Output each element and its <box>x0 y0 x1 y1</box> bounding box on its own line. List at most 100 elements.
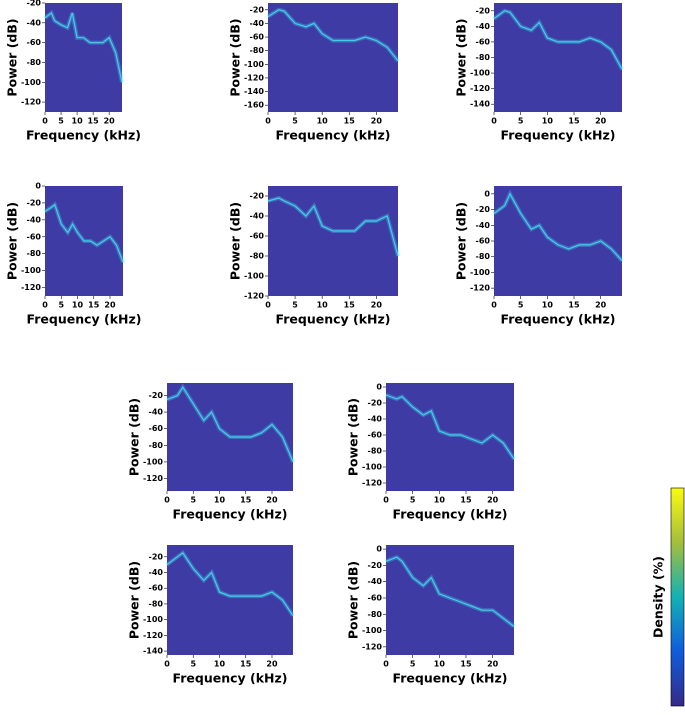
y-tick-label: -100 <box>470 268 490 277</box>
colorbar <box>670 487 685 707</box>
y-tick-label: -80 <box>250 252 265 261</box>
x-tick-label: 10 <box>72 117 84 126</box>
y-tick-label: -120 <box>143 474 163 483</box>
y-tick-label: -60 <box>476 237 491 246</box>
x-tick-label: 10 <box>214 660 226 669</box>
x-tick-label: 20 <box>104 117 116 126</box>
x-tick-label: 10 <box>317 301 329 310</box>
x-axis-label: Frequency (kHz) <box>26 128 141 143</box>
y-tick-label: -80 <box>149 441 164 450</box>
y-tick-label: -120 <box>21 283 41 292</box>
y-tick-label: -60 <box>27 38 42 47</box>
y-tick-label: -40 <box>149 568 164 577</box>
x-axis-label: Frequency (kHz) <box>276 312 391 327</box>
x-tick-label: 0 <box>383 660 389 669</box>
x-tick-label: 5 <box>190 660 196 669</box>
x-tick-label: 20 <box>595 117 607 126</box>
y-tick-label: -20 <box>149 552 164 561</box>
y-tick-label: -20 <box>27 198 42 207</box>
x-tick-label: 10 <box>214 496 226 505</box>
y-tick-label: -120 <box>470 84 490 93</box>
y-tick-label: -40 <box>27 18 42 27</box>
y-tick-label: -60 <box>149 424 164 433</box>
x-tick-label: 20 <box>371 117 383 126</box>
y-tick-label: -120 <box>362 479 382 488</box>
y-tick-label: -20 <box>27 0 42 8</box>
y-tick-label: -20 <box>368 399 383 408</box>
y-tick-label: -40 <box>368 415 383 424</box>
y-tick-label: -80 <box>27 58 42 67</box>
x-tick-label: 0 <box>265 301 271 310</box>
y-tick-label: -60 <box>149 584 164 593</box>
spectrum-line <box>493 10 623 70</box>
y-tick-label: -100 <box>362 626 382 635</box>
x-tick-label: 0 <box>164 496 170 505</box>
x-tick-label: 15 <box>344 117 356 126</box>
x-tick-label: 20 <box>371 301 383 310</box>
y-tick-label: -40 <box>250 212 265 221</box>
y-tick-label: 0 <box>376 383 382 392</box>
y-tick-label: -100 <box>470 69 490 78</box>
spectrum-line <box>44 11 123 83</box>
y-tick-label: -100 <box>21 78 41 87</box>
x-tick-label: 0 <box>491 117 497 126</box>
x-tick-label: 10 <box>434 496 446 505</box>
x-axis-label: Frequency (kHz) <box>27 312 142 327</box>
y-tick-label: -100 <box>244 272 264 281</box>
y-tick-label: -60 <box>27 232 42 241</box>
x-tick-label: 5 <box>410 496 416 505</box>
plot-area <box>268 3 398 112</box>
x-tick-label: 20 <box>487 496 499 505</box>
x-tick-label: 10 <box>317 117 329 126</box>
y-tick-label: -120 <box>244 292 264 301</box>
plot-area <box>268 186 398 296</box>
spectrum-line <box>44 203 124 263</box>
y-tick-label: -80 <box>368 610 383 619</box>
y-tick-label: -20 <box>368 561 383 570</box>
y-tick-label: -20 <box>476 205 491 214</box>
y-tick-label: -60 <box>250 232 265 241</box>
y-axis-label: Power (dB) <box>127 398 142 476</box>
y-tick-label: -140 <box>244 87 264 96</box>
spectrum-line <box>493 192 623 262</box>
x-tick-label: 0 <box>265 117 271 126</box>
x-tick-label: 20 <box>595 301 607 310</box>
x-axis-label: Frequency (kHz) <box>393 507 508 522</box>
y-tick-label: -80 <box>476 53 491 62</box>
y-axis-label: Power (dB) <box>454 18 469 96</box>
y-tick-label: -40 <box>27 215 42 224</box>
y-tick-label: -40 <box>149 408 164 417</box>
y-tick-label: -80 <box>250 46 265 55</box>
y-tick-label: -20 <box>149 391 164 400</box>
y-axis-label: Power (dB) <box>5 202 20 280</box>
y-tick-label: 0 <box>35 182 41 191</box>
spectrum-line <box>267 197 399 257</box>
y-tick-label: -60 <box>368 431 383 440</box>
x-axis-label: Frequency (kHz) <box>173 507 288 522</box>
y-tick-label: -100 <box>143 457 163 466</box>
x-axis-label: Frequency (kHz) <box>276 128 391 143</box>
y-tick-label: -100 <box>21 266 41 275</box>
x-axis-label: Frequency (kHz) <box>501 312 616 327</box>
x-tick-label: 20 <box>487 660 499 669</box>
x-tick-label: 0 <box>383 496 389 505</box>
y-tick-label: -120 <box>362 642 382 651</box>
spectrum-line <box>267 9 399 62</box>
x-axis-label: Frequency (kHz) <box>501 128 616 143</box>
x-axis-label: Frequency (kHz) <box>173 671 288 686</box>
x-tick-label: 15 <box>240 496 252 505</box>
y-tick-label: -120 <box>21 98 41 107</box>
x-tick-label: 5 <box>58 301 64 310</box>
x-tick-label: 15 <box>568 117 580 126</box>
x-tick-label: 15 <box>460 660 472 669</box>
y-tick-label: -40 <box>250 19 265 28</box>
y-tick-label: -20 <box>476 6 491 15</box>
x-tick-label: 10 <box>72 301 84 310</box>
x-tick-label: 0 <box>42 117 48 126</box>
y-tick-label: -60 <box>368 593 383 602</box>
y-tick-label: -120 <box>143 631 163 640</box>
x-tick-label: 10 <box>542 301 554 310</box>
plot-area <box>494 3 622 112</box>
